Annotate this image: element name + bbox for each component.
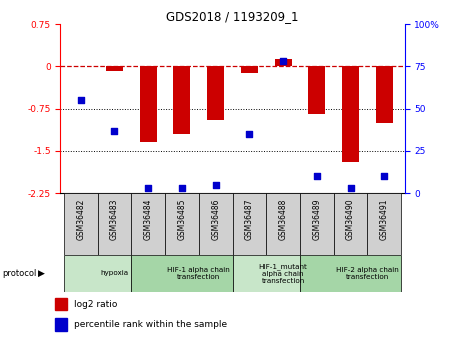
Text: GSM36485: GSM36485 [177,198,186,240]
Point [111,128,118,134]
Bar [266,193,300,255]
Bar [106,66,123,71]
Bar [55,318,67,331]
Bar [241,66,258,73]
Bar [55,298,67,310]
Text: percentile rank within the sample: percentile rank within the sample [74,320,227,329]
Point [313,174,320,179]
Text: HIF-2 alpha chain
transfection: HIF-2 alpha chain transfection [336,267,399,280]
Text: HIF-1 alpha chain
transfection: HIF-1 alpha chain transfection [167,267,230,280]
Text: hypoxia: hypoxia [100,270,128,276]
Bar [300,255,401,292]
Bar [275,59,292,66]
Text: HIF-1_mutant
alpha chain
transfection: HIF-1_mutant alpha chain transfection [259,263,307,284]
Point [380,174,388,179]
Bar [64,255,131,292]
Point [279,59,287,64]
Text: GSM36489: GSM36489 [312,198,321,240]
Bar [232,193,266,255]
Bar [308,66,326,114]
Bar [199,193,232,255]
Point [246,131,253,137]
Point [145,185,152,191]
Bar [165,193,199,255]
Bar [376,66,393,123]
Bar [131,193,165,255]
Bar [98,193,131,255]
Text: GSM36487: GSM36487 [245,198,254,240]
Point [178,185,186,191]
Text: protocol: protocol [2,269,37,278]
Text: GSM36484: GSM36484 [144,198,153,240]
Bar [232,255,300,292]
Point [212,182,219,187]
Text: GSM36491: GSM36491 [380,198,389,240]
Text: GSM36482: GSM36482 [76,198,85,239]
Bar [64,193,98,255]
Bar [173,66,190,134]
Bar [300,193,334,255]
Bar [367,193,401,255]
Bar [334,193,367,255]
Bar [207,66,224,120]
Bar [140,66,157,142]
Title: GDS2018 / 1193209_1: GDS2018 / 1193209_1 [166,10,299,23]
Point [77,97,85,103]
Text: GSM36488: GSM36488 [279,198,288,239]
Text: ▶: ▶ [38,269,45,278]
Text: log2 ratio: log2 ratio [74,299,118,308]
Text: GSM36486: GSM36486 [211,198,220,240]
Point [347,185,354,191]
Text: GSM36490: GSM36490 [346,198,355,240]
Bar [131,255,232,292]
Bar [342,66,359,162]
Text: GSM36483: GSM36483 [110,198,119,240]
